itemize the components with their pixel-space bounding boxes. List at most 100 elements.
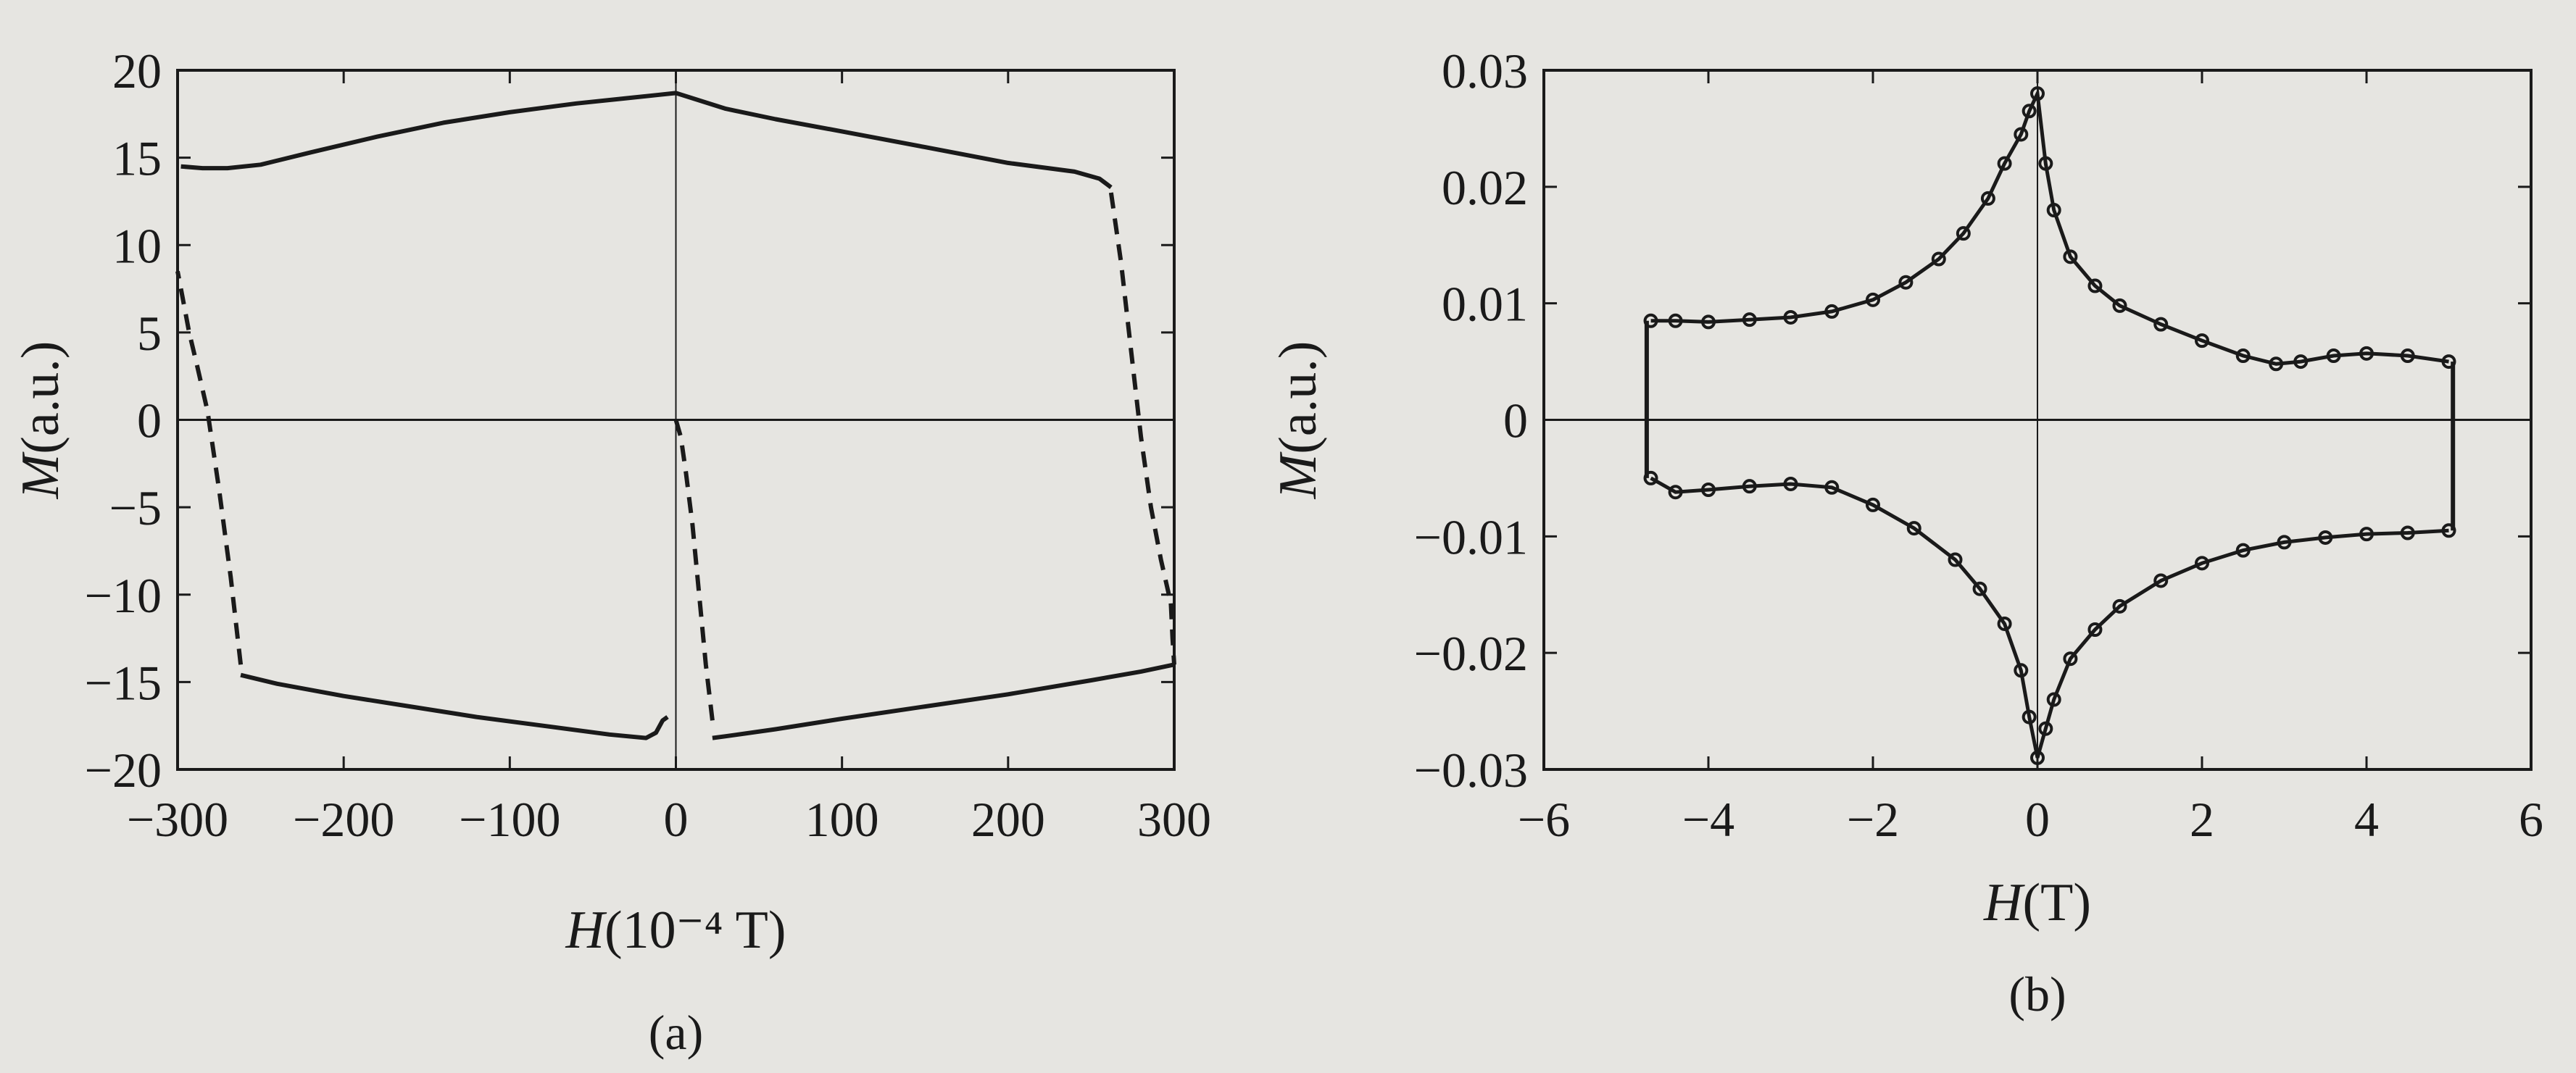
data-point [1898, 275, 1914, 290]
y-tick-label: −0.01 [1414, 509, 1528, 564]
panel-label: (a) [649, 1005, 703, 1060]
x-tick-label: −4 [1682, 792, 1734, 847]
data-point [2014, 663, 2029, 678]
y-tick-label: −5 [109, 480, 162, 535]
data-point [1997, 616, 2012, 631]
x-tick-label: −100 [459, 792, 560, 847]
data-point [1997, 156, 2012, 171]
data-point [1866, 292, 1880, 307]
x-tick-label: −200 [293, 792, 394, 847]
data-point [2038, 156, 2053, 171]
x-tick-label: 6 [2519, 792, 2543, 847]
data-series-line-solid [240, 672, 669, 740]
x-axis-label-unit: (10⁻⁴ T) [604, 901, 786, 960]
data-point [2063, 651, 2078, 667]
data-point [2400, 525, 2415, 540]
data-point [1972, 581, 1987, 596]
y-tick-label: 5 [137, 306, 162, 361]
x-axis-label-variable: H [565, 901, 607, 960]
x-tick-label: 4 [2354, 792, 2379, 847]
x-tick-label: −2 [1847, 792, 1899, 847]
data-point [1783, 476, 1798, 491]
data-point [1956, 226, 1971, 241]
panel-label: (b) [2008, 966, 2066, 1022]
data-point [2293, 354, 2309, 370]
y-axis-label-unit: (a.u.) [1268, 341, 1328, 454]
data-point [1906, 521, 1921, 536]
data-point [1980, 191, 1995, 206]
y-tick-label: −0.03 [1414, 743, 1528, 798]
y-tick-label: 0.01 [1442, 277, 1528, 332]
data-point [1824, 480, 1840, 495]
x-tick-label: 200 [971, 792, 1045, 847]
data-point [1701, 483, 1716, 497]
chart-panel-a: −300 −200 −100 0 100 200 300 −20 −15 −10 −5 0 5 10 15 2… [11, 43, 1211, 1060]
data-point [2046, 692, 2061, 707]
data-point [1668, 313, 1683, 328]
y-axis-label-variable: M [11, 451, 70, 499]
data-point [2195, 556, 2209, 571]
data-point [2087, 278, 2103, 293]
data-series-line-solid [180, 91, 676, 171]
x-axis-label-unit: (T) [2022, 873, 2091, 932]
y-tick-label: −15 [85, 655, 162, 710]
data-point [2087, 622, 2103, 637]
data-series-trace [1650, 476, 2449, 759]
data-series-line-dashed [175, 270, 244, 665]
y-axis-label-variable: M [1268, 451, 1328, 499]
data-series-line-dashed [673, 419, 715, 721]
x-tick-label: 0 [664, 792, 689, 847]
y-axis-label: M(a.u.) [11, 341, 70, 500]
data-point [2014, 127, 2029, 142]
y-tick-label: −10 [85, 568, 162, 623]
data-point [2318, 530, 2333, 545]
data-point [2112, 298, 2127, 313]
x-axis-label: H(T) [1983, 873, 2091, 932]
data-point [2112, 598, 2127, 614]
data-point [2277, 535, 2292, 550]
y-tick-label: 10 [112, 218, 162, 273]
data-point [2153, 573, 2169, 588]
data-point [2030, 750, 2045, 765]
x-tick-label: −300 [127, 792, 228, 847]
data-point [2063, 249, 2078, 264]
data-point [1701, 314, 1716, 330]
data-point [1866, 497, 1880, 512]
data-series-line-solid [712, 662, 1175, 740]
y-tick-label: 0 [1503, 393, 1528, 448]
data-point [2235, 348, 2251, 364]
data-series-line-dashed [1108, 192, 1173, 604]
y-axis-label-unit: (a.u.) [11, 341, 70, 454]
data-point [2153, 317, 2169, 332]
data-series-line-solid [675, 91, 1113, 190]
y-tick-label: 0 [137, 393, 162, 448]
x-tick-label: 0 [2025, 792, 2050, 847]
data-point [2235, 543, 2251, 558]
data-point [2195, 333, 2209, 348]
data-point [1948, 552, 1963, 567]
data-point [2269, 356, 2284, 372]
data-point [2046, 203, 2061, 217]
chart-panel-b: −6 −4 −2 0 2 4 6−0.03−0.02−0.0100.010.020.03H(… [1268, 43, 2543, 1022]
x-tick-label: −6 [1518, 792, 1570, 847]
x-tick-label: 300 [1137, 792, 1211, 847]
data-point [2030, 86, 2045, 101]
y-tick-label: −0.02 [1414, 626, 1528, 681]
data-point [1931, 251, 1946, 267]
data-point [1824, 304, 1840, 319]
y-tick-label: 15 [112, 131, 162, 186]
data-series-trace [1650, 87, 2449, 366]
data-point [2400, 348, 2415, 364]
x-axis-label: H(10⁻⁴ T) [565, 901, 786, 960]
data-point [1643, 313, 1658, 328]
data-point [1783, 309, 1798, 325]
data-series-line-dashed [1168, 603, 1176, 665]
data-point [2441, 354, 2456, 370]
data-point [2038, 721, 2053, 736]
y-tick-label: 0.03 [1442, 43, 1528, 99]
data-point [1643, 470, 1658, 485]
data-point [1742, 479, 1757, 494]
x-axis-label-variable: H [1983, 873, 2025, 932]
